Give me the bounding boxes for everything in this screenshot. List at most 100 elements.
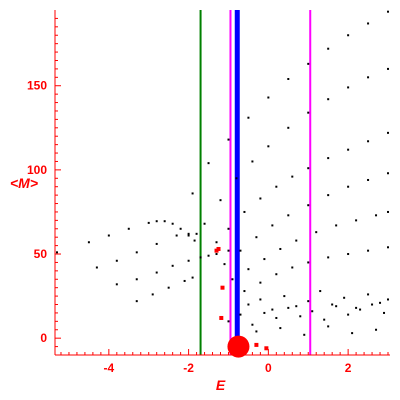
data-point-3-9 <box>227 249 230 252</box>
data-point-8-7 <box>327 194 330 197</box>
data-points <box>55 10 390 336</box>
data-point-7-11 <box>387 131 390 134</box>
data-point-10-8 <box>367 249 370 252</box>
red-marker-6 <box>254 342 259 347</box>
ticks: -4 -2 0 2 0 50 100 150 <box>27 17 389 375</box>
red-marker-4 <box>220 285 225 290</box>
data-point-10-9 <box>387 246 390 249</box>
reference-lines <box>199 10 312 355</box>
data-point-11-13 <box>387 298 390 301</box>
data-point-1-6 <box>155 220 158 223</box>
data-point-10-4 <box>291 266 294 269</box>
y-tick-label: 50 <box>34 247 48 261</box>
data-point-2-5 <box>175 234 178 237</box>
data-point-1-4 <box>127 227 130 230</box>
data-point-6-10 <box>367 76 370 79</box>
data-point-5-10 <box>367 22 370 25</box>
data-point-4-1 <box>135 300 138 303</box>
data-point-12-10 <box>335 305 338 308</box>
data-point-13-1 <box>255 330 258 333</box>
data-point-8-8 <box>347 185 350 188</box>
data-point-8-3 <box>255 236 258 239</box>
data-point-3-3 <box>155 271 158 274</box>
data-point-7-8 <box>327 157 330 160</box>
data-point-11-7 <box>319 290 322 293</box>
data-point-5-5 <box>267 96 270 99</box>
data-point-11-1 <box>247 303 250 306</box>
data-point-7-10 <box>367 140 370 143</box>
data-point-1-3 <box>107 234 110 237</box>
red-marker-large <box>227 335 250 358</box>
data-point-12-14 <box>383 311 386 314</box>
x-tick-label: -2 <box>183 361 194 375</box>
y-tick-label: 0 <box>40 331 47 345</box>
data-point-6-2 <box>219 199 222 202</box>
data-point-1-2 <box>87 241 90 244</box>
x-axis-title: E <box>216 377 226 393</box>
data-point-11-4 <box>283 295 286 298</box>
data-point-6-5 <box>267 145 270 148</box>
data-point-4-5 <box>191 276 194 279</box>
red-marker-7 <box>264 346 269 351</box>
data-point-7-6 <box>291 175 294 178</box>
data-point-5-11 <box>387 10 390 13</box>
data-point-2-4 <box>155 242 158 245</box>
data-point-12-9 <box>323 318 326 321</box>
data-point-10-5 <box>307 261 310 264</box>
data-point-9-6 <box>315 231 318 234</box>
data-point-9-2 <box>247 268 250 271</box>
data-point-13-6 <box>375 328 378 331</box>
data-point-9-7 <box>335 224 338 227</box>
data-point-7-4 <box>259 197 262 200</box>
data-point-3-1 <box>115 283 118 286</box>
data-point-11-11 <box>367 293 370 296</box>
data-point-2-7 <box>195 232 198 235</box>
data-point-9-8 <box>355 219 358 222</box>
data-point-13-2 <box>279 327 282 330</box>
data-point-5-8 <box>327 47 330 50</box>
y-tick-label: 100 <box>27 163 47 177</box>
data-point-10-1 <box>243 290 246 293</box>
data-point-6-7 <box>307 111 310 114</box>
data-point-9-4 <box>279 247 282 250</box>
data-point-9-3 <box>263 258 266 261</box>
red-marker-5 <box>219 315 224 320</box>
data-point-6-3 <box>235 177 238 180</box>
data-point-3-8 <box>215 253 218 256</box>
data-point-3-5 <box>187 259 190 262</box>
data-point-1-8 <box>171 222 174 225</box>
data-point-5-4 <box>247 116 250 119</box>
data-point-7-5 <box>275 185 278 188</box>
data-point-5-2 <box>207 162 210 165</box>
data-point-12-7 <box>299 315 302 318</box>
data-point-1-10 <box>187 234 190 237</box>
data-point-4-3 <box>167 286 170 289</box>
data-point-8-10 <box>387 172 390 175</box>
data-point-11-6 <box>307 300 310 303</box>
data-point-6-8 <box>327 98 330 101</box>
data-point-2-3 <box>135 251 138 254</box>
data-point-12-4 <box>263 311 266 314</box>
data-point-12-6 <box>287 306 290 309</box>
x-tick-label: 0 <box>265 361 272 375</box>
data-point-4-2 <box>151 293 154 296</box>
data-point-2-6 <box>187 232 190 235</box>
data-point-8-2 <box>239 249 242 252</box>
data-point-1-5 <box>147 221 150 224</box>
data-point-6-11 <box>387 67 390 70</box>
data-point-8-1 <box>223 263 226 266</box>
data-point-12-3 <box>251 323 254 326</box>
data-point-11-3 <box>271 308 274 311</box>
y-tick-label: 150 <box>27 79 47 93</box>
data-point-10-2 <box>259 281 262 284</box>
data-point-11-10 <box>355 306 358 309</box>
y-axis-title: <M> <box>10 175 38 191</box>
data-point-12-2 <box>239 313 242 316</box>
data-point-8-4 <box>271 224 274 227</box>
data-point-10-6 <box>327 256 330 259</box>
data-point-8-5 <box>287 214 290 217</box>
data-point-7-9 <box>347 148 350 151</box>
data-point-5-9 <box>347 34 350 37</box>
axes <box>54 10 390 356</box>
